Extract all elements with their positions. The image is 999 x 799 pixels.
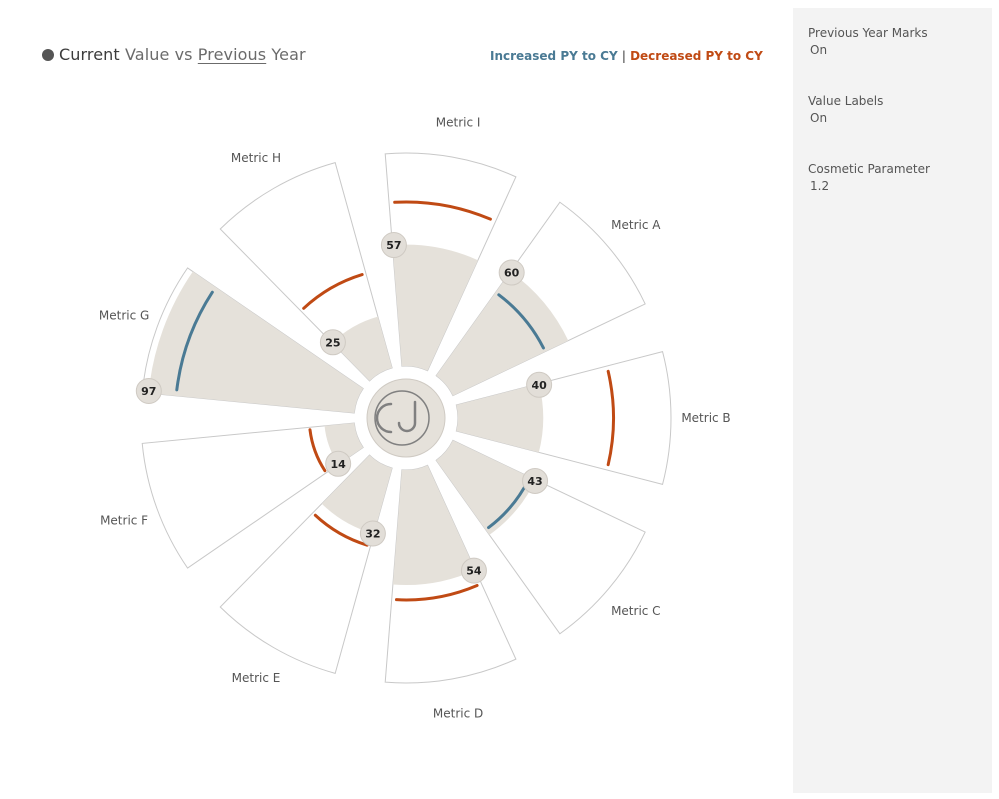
param-label: Previous Year Marks xyxy=(808,26,928,40)
category-label: Metric I xyxy=(436,116,481,130)
category-label: Metric G xyxy=(99,308,149,322)
param-value[interactable]: 1.2 xyxy=(810,179,830,193)
previous-year-mark[interactable] xyxy=(313,513,369,547)
sector-outline xyxy=(219,162,393,382)
category-label: Metric C xyxy=(611,604,661,618)
value-label-bubble xyxy=(135,377,162,404)
value-label: 32 xyxy=(365,528,380,541)
sector-metric-a[interactable]: 60 Metric A xyxy=(435,201,661,397)
previous-year-mark[interactable] xyxy=(394,583,479,602)
category-label: Metric F xyxy=(100,514,148,528)
value-label-bubble xyxy=(522,467,549,494)
title-mid: Value vs xyxy=(119,45,198,64)
legend-decreased: Decreased PY to CY xyxy=(630,49,763,63)
param-label: Cosmetic Parameter xyxy=(808,162,930,176)
logo-j-shape xyxy=(397,400,417,433)
category-label: Metric E xyxy=(232,671,281,685)
value-label: 57 xyxy=(386,239,401,252)
title-previous: Previous xyxy=(197,45,267,64)
color-legend: Increased PY to CY | Decreased PY to CY xyxy=(490,49,763,63)
value-label: 54 xyxy=(466,565,482,578)
previous-year-mark[interactable] xyxy=(606,369,615,467)
category-label: Metric H xyxy=(231,151,281,165)
sector-metric-f[interactable]: 14 Metric F xyxy=(100,422,364,569)
value-label: 43 xyxy=(527,475,542,488)
category-label: Metric B xyxy=(681,411,730,425)
parameter-panel: Previous Year Marks On Value Labels On C… xyxy=(793,8,992,793)
sector-metric-d[interactable]: 54 Metric D xyxy=(384,464,517,720)
value-label: 14 xyxy=(331,458,347,471)
category-label: Metric D xyxy=(433,706,483,720)
sector-metric-h[interactable]: 25 Metric H xyxy=(219,151,393,382)
previous-year-mark[interactable] xyxy=(497,293,545,350)
previous-year-mark[interactable] xyxy=(175,290,214,392)
category-label: Metric A xyxy=(611,218,661,232)
current-value-bar[interactable] xyxy=(392,465,476,586)
value-label: 40 xyxy=(531,379,547,392)
current-value-bar[interactable] xyxy=(392,244,478,371)
param-value-labels[interactable]: Value Labels On xyxy=(808,94,883,125)
legend-separator: | xyxy=(621,49,626,63)
sector-metric-c[interactable]: 43 Metric C xyxy=(435,439,661,635)
logo-c-shape xyxy=(375,402,393,434)
sector-metric-g[interactable]: 97 Metric G xyxy=(99,267,364,414)
current-value-bar[interactable] xyxy=(436,271,569,396)
value-label: 25 xyxy=(325,336,340,349)
current-value-bar[interactable] xyxy=(321,455,393,534)
param-value[interactable]: On xyxy=(810,111,828,125)
legend-increased: Increased PY to CY xyxy=(490,49,618,63)
value-label-bubble xyxy=(380,232,407,259)
previous-year-mark[interactable] xyxy=(302,273,364,310)
previous-year-mark[interactable] xyxy=(308,428,327,473)
title-bullet-icon xyxy=(42,49,54,61)
value-label-bubble xyxy=(319,329,346,356)
sector-metric-i[interactable]: 57 Metric I xyxy=(380,116,517,372)
param-value[interactable]: On xyxy=(810,43,828,57)
title-end: Year xyxy=(266,45,306,64)
value-label: 60 xyxy=(504,267,520,280)
sector-metric-e[interactable]: 32 Metric E xyxy=(219,454,393,685)
chart-title: Current Value vs Previous Year xyxy=(42,45,306,64)
param-label: Value Labels xyxy=(808,94,884,108)
current-value-bar[interactable] xyxy=(436,440,536,535)
previous-year-mark[interactable] xyxy=(393,200,492,221)
value-label-bubble xyxy=(526,371,553,398)
value-label-bubble xyxy=(325,450,352,477)
center-logo-icon xyxy=(366,378,446,458)
param-previous-year-marks[interactable]: Previous Year Marks On xyxy=(808,26,928,57)
current-value-bar[interactable] xyxy=(332,316,393,381)
logo-disc xyxy=(366,378,446,458)
current-value-bar[interactable] xyxy=(456,383,544,453)
value-label-bubble xyxy=(359,520,386,547)
value-label-bubble xyxy=(498,259,525,286)
logo-ring xyxy=(374,390,430,446)
title-current: Current xyxy=(59,45,120,64)
sector-metric-b[interactable]: 40 Metric B xyxy=(455,351,731,485)
param-cosmetic[interactable]: Cosmetic Parameter 1.2 xyxy=(808,162,930,193)
value-label: 97 xyxy=(141,385,156,398)
value-label-bubble xyxy=(460,557,487,584)
sector-outline xyxy=(455,351,672,485)
sector-outline xyxy=(141,422,364,569)
radial-chart: 60 Metric A 40 Metric B 43 Metric C 54 Metric D… xyxy=(99,116,731,721)
